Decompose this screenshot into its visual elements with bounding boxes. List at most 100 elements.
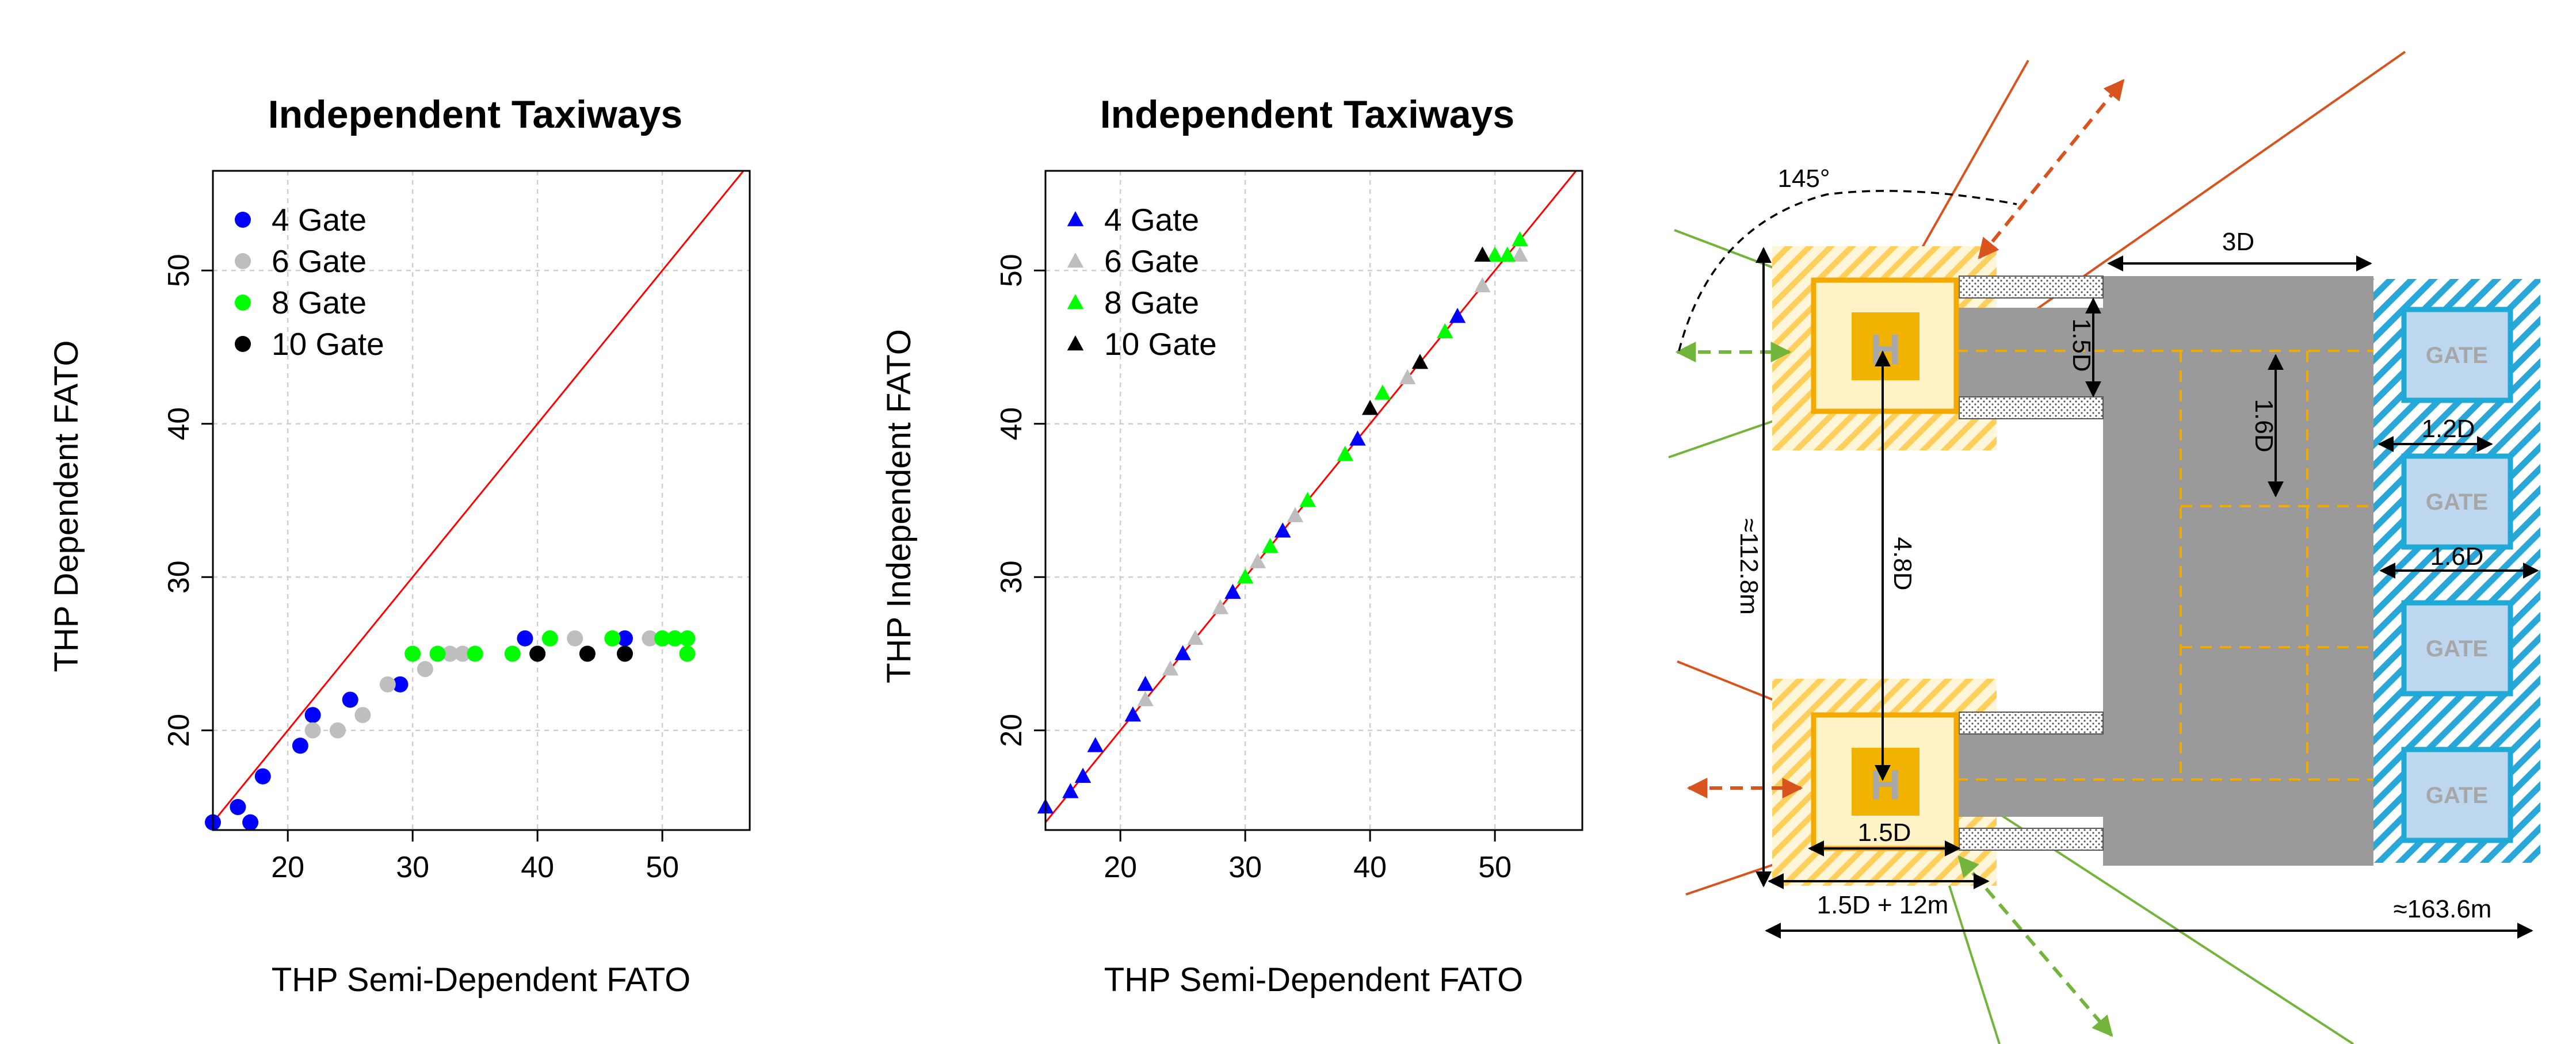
legend-label: 4 Gate (272, 202, 367, 238)
data-point (642, 630, 658, 647)
y-tick-label: 20 (995, 714, 1028, 747)
angle-label: 145° (1777, 165, 1830, 193)
data-point (304, 707, 321, 724)
data-point (541, 630, 558, 647)
legend-label: 8 Gate (272, 285, 367, 320)
data-point (1249, 553, 1266, 568)
chart-title: Independent Taxiways (1100, 93, 1514, 136)
data-point (1299, 492, 1316, 507)
dim-3d: 3D (2222, 228, 2254, 256)
legend-marker (1067, 294, 1084, 309)
data-point (1337, 446, 1353, 461)
y-tick-label: 50 (162, 254, 196, 287)
grid (213, 171, 750, 830)
legend-label: 4 Gate (1104, 202, 1199, 238)
data-point (679, 645, 696, 662)
data-point (1512, 231, 1528, 247)
data-point (1124, 706, 1142, 722)
x-axis-label: THP Semi-Dependent FATO (272, 961, 691, 999)
x-axis-label: THP Semi-Dependent FATO (1104, 961, 1524, 999)
data-point (254, 768, 271, 785)
stand-top-lower (1959, 396, 2104, 419)
data-point (1224, 583, 1241, 599)
data-point (654, 630, 671, 647)
apron (2103, 276, 2373, 866)
data-point (1449, 308, 1466, 323)
x-tick-label: 40 (521, 851, 554, 884)
gate-box (2401, 453, 2513, 550)
data-point (1137, 675, 1154, 691)
y-axis-label: THP Independent FATO (880, 329, 918, 683)
x-tick-label: 30 (396, 851, 429, 884)
data-point (1174, 645, 1191, 660)
data-point (1262, 537, 1279, 553)
data-point (1474, 246, 1491, 262)
data-point (1349, 430, 1366, 446)
data-point (292, 737, 308, 754)
data-point (392, 676, 409, 693)
data-points (1037, 231, 1528, 814)
data-point (1062, 783, 1079, 798)
taxi-lane-bottom (1956, 722, 2109, 817)
data-point (1287, 507, 1304, 522)
data-point (529, 645, 546, 662)
legend-marker (235, 295, 251, 311)
legend-marker (235, 253, 251, 269)
data-point (404, 645, 421, 662)
data-point (1087, 737, 1104, 752)
data-point (579, 645, 596, 662)
x-tick-label: 50 (1478, 851, 1512, 884)
dim-width: ≈163.6m (2394, 895, 2492, 923)
data-point (567, 630, 583, 647)
data-point (230, 799, 246, 816)
data-point (679, 630, 696, 647)
legend-marker (235, 212, 251, 228)
gate-label: GATE (2426, 783, 2488, 808)
data-point (1411, 354, 1429, 369)
data-point (666, 630, 683, 647)
data-point (1187, 629, 1204, 645)
pad-letter: H (1870, 761, 1900, 809)
y-tick-label: 40 (995, 407, 1028, 441)
x-axis-ticks: 20 30 40 50 (271, 830, 679, 884)
y-tick-label: 30 (162, 560, 196, 594)
legend-label: 6 Gate (1104, 243, 1199, 279)
legend-marker (1067, 211, 1084, 227)
data-point (417, 661, 433, 678)
data-point (1274, 522, 1291, 538)
data-point (354, 707, 371, 724)
legend-label: 8 Gate (1104, 285, 1199, 320)
y-axis-label: THP Dependent FATO (48, 340, 85, 672)
data-point (329, 722, 346, 739)
legend-label: 10 Gate (272, 326, 384, 362)
plot-frame (212, 170, 751, 831)
data-point (1512, 246, 1528, 262)
data-point (1437, 323, 1453, 339)
legend-marker (1067, 253, 1084, 268)
legend-marker (235, 336, 251, 352)
data-point (442, 645, 459, 662)
data-point (467, 645, 483, 662)
dim-1-5d-bottom: 1.5D (1858, 819, 1911, 847)
data-point (1486, 246, 1503, 262)
data-point (1162, 660, 1179, 676)
dim-1-5d-right: 1.5D (2067, 319, 2096, 372)
y-tick-label: 30 (995, 560, 1028, 594)
angle-arc (1678, 190, 2017, 351)
legend-marker (1067, 335, 1084, 351)
stand-bottom-upper (1959, 712, 2104, 735)
data-points (205, 630, 696, 831)
dim-1-6d-gates: 1.6D (2430, 542, 2484, 571)
data-point (1137, 691, 1154, 706)
data-point (1361, 400, 1379, 415)
stand-bottom-lower (1959, 828, 2104, 851)
data-point (604, 630, 621, 647)
legend-label: 10 Gate (1104, 326, 1217, 362)
gate-label: GATE (2426, 343, 2488, 368)
data-point (1399, 369, 1416, 385)
dim-height: ≈112.8m (1735, 518, 1763, 615)
gate-box (2401, 307, 2513, 403)
data-point (617, 630, 633, 647)
data-point (342, 691, 358, 708)
